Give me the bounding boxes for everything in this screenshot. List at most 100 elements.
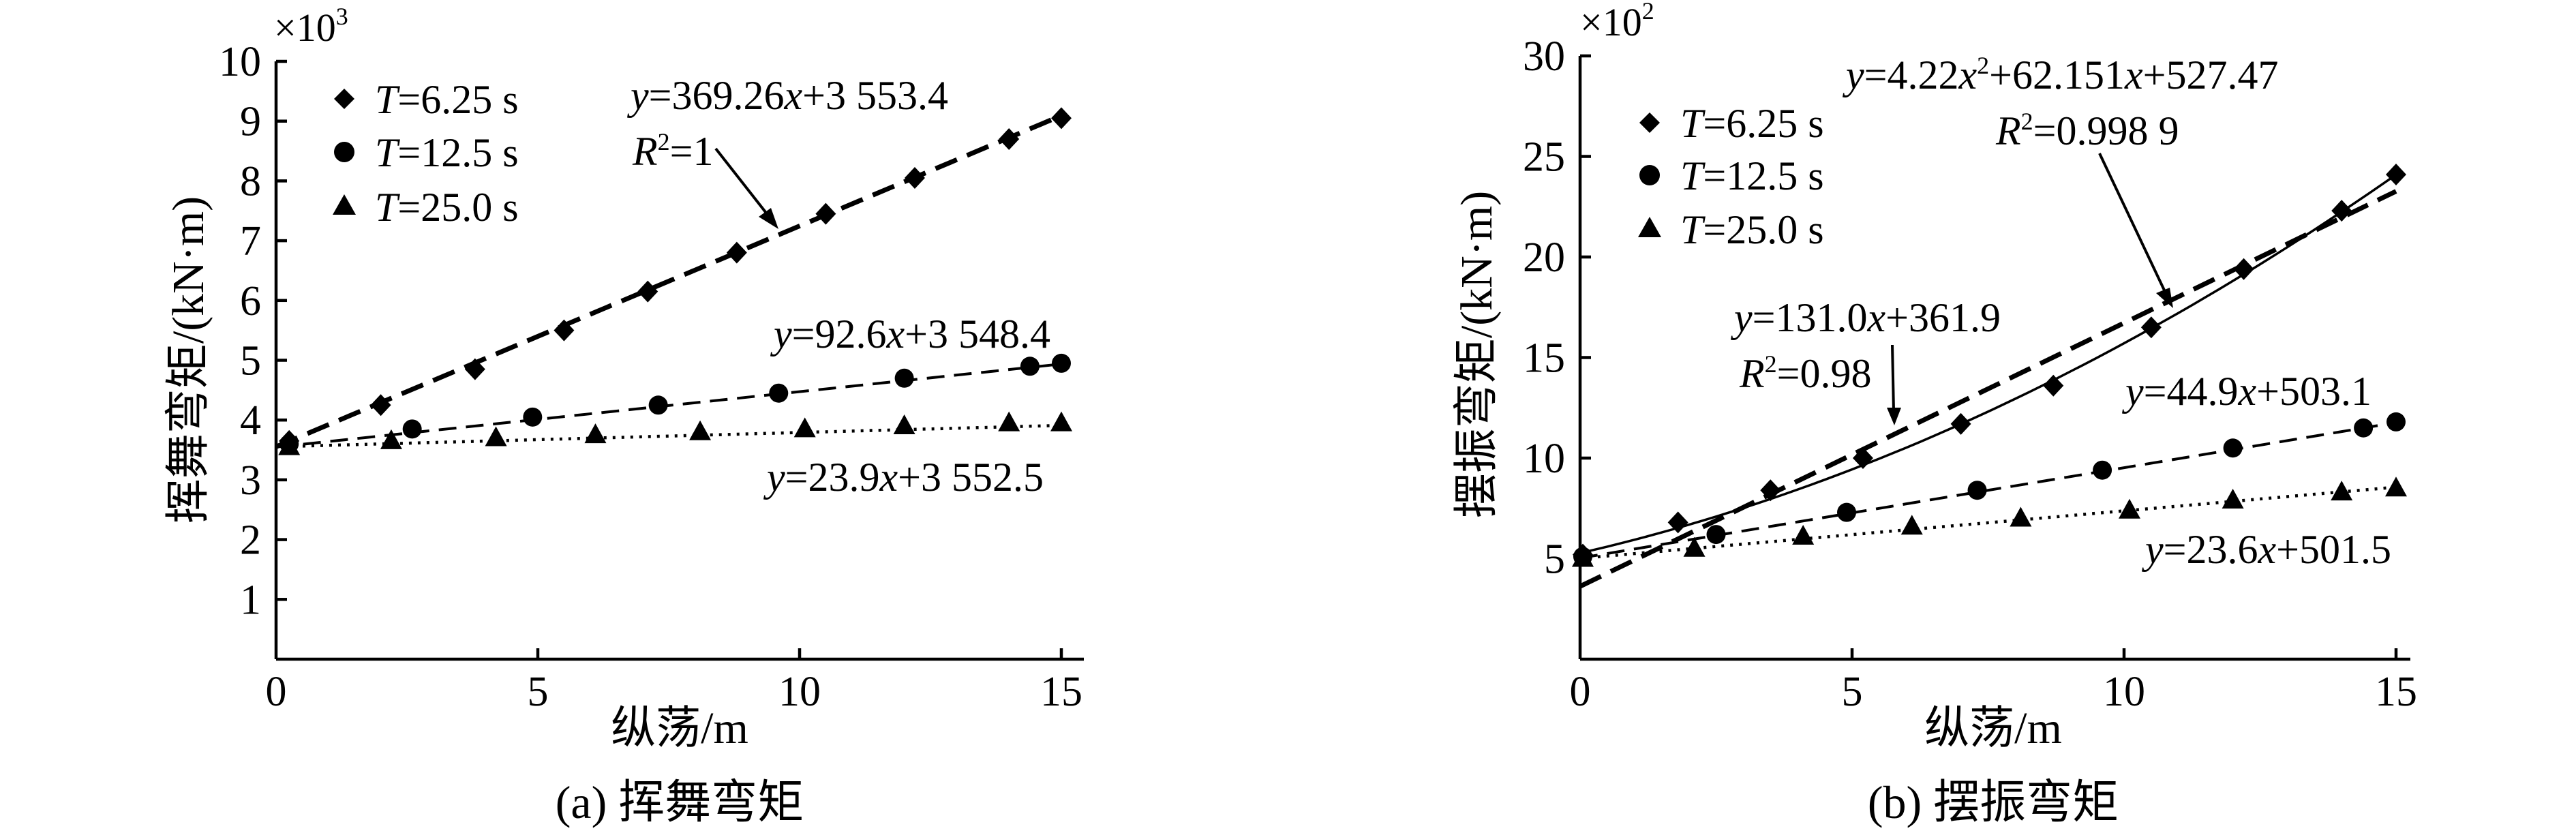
y-axis-label-a: 挥舞弯矩/(kN·m) <box>164 196 213 524</box>
callout-arrowhead-b-0 <box>2156 288 2173 308</box>
data-point-a-0-5 <box>726 241 747 264</box>
data-point-a-1-2 <box>523 407 543 427</box>
data-point-a-0-3 <box>554 319 575 342</box>
equation-b-1: y=131.0x+361.9 <box>1730 295 2001 340</box>
data-point-a-1-5 <box>894 368 914 388</box>
data-point-b-0-2 <box>1760 479 1781 502</box>
data-point-a-1-4 <box>769 383 789 403</box>
legend-label-b-1: T=12.5 s <box>1680 153 1824 198</box>
legend-label-a-0: T=6.25 s <box>375 77 519 122</box>
ticks-b: 0 5 10 15 5 10 15 20 25 30 <box>1523 33 2417 715</box>
x-tick-label-a-3: 15 <box>1040 669 1082 715</box>
x-tick-label-a-1: 5 <box>528 669 549 715</box>
equation-a-1: y=92.6x+3 548.4 <box>770 312 1050 357</box>
y-tick-label-a-9: 10 <box>219 39 261 85</box>
data-point-a-0-9 <box>1051 107 1072 130</box>
data-point-a-2-1 <box>380 429 402 449</box>
y-tick-label-a-5: 6 <box>240 278 261 324</box>
data-point-a-1-3 <box>648 395 668 415</box>
data-point-b-1-1 <box>1706 525 1726 545</box>
x-axis-label-a: 纵荡/m <box>611 703 748 753</box>
data-point-b-2-8 <box>2385 476 2407 497</box>
y-tick-label-b-2: 15 <box>1523 335 1565 382</box>
x-tick-label-b-0: 0 <box>1570 669 1591 715</box>
x-tick-label-a-0: 0 <box>266 669 287 715</box>
data-point-b-0-4 <box>1950 412 1971 435</box>
data-point-a-0-1 <box>370 394 391 416</box>
data-point-a-1-1 <box>402 419 422 439</box>
data-point-a-0-7 <box>904 167 925 190</box>
legend-label-b-2: T=25.0 s <box>1680 207 1824 252</box>
y-tick-label-a-3: 4 <box>240 397 261 444</box>
data-point-b-2-5 <box>2118 498 2140 519</box>
data-point-b-0-5 <box>2043 374 2064 397</box>
data-point-a-0-6 <box>815 202 836 225</box>
data-point-b-2-2 <box>1792 525 1815 545</box>
chart-marks-a <box>275 107 1072 455</box>
y-tick-label-a-8: 9 <box>240 99 261 145</box>
data-point-b-1-7 <box>2386 412 2406 431</box>
y-tick-label-a-6: 7 <box>240 218 261 264</box>
x-tick-label-b-1: 5 <box>1842 669 1863 715</box>
data-point-a-0-2 <box>464 358 485 380</box>
legend-label-a-2: T=25.0 s <box>375 185 519 230</box>
caption-a: (a) 挥舞弯矩 <box>556 776 804 828</box>
y-tick-label-b-0: 5 <box>1544 536 1565 583</box>
data-point-b-0-7 <box>2233 258 2254 280</box>
equation-b-3: y=23.6x+501.5 <box>2141 527 2391 572</box>
y-tick-label-b-4: 25 <box>1523 134 1565 181</box>
r2-a-0: R2=1 <box>632 128 714 174</box>
callout-arrowhead-a <box>759 208 778 229</box>
r2-b-0: R2=0.998 9 <box>1995 108 2179 153</box>
data-point-b-2-4 <box>2010 506 2032 527</box>
y-tick-label-b-3: 20 <box>1523 234 1565 281</box>
data-point-b-1-2 <box>1837 502 1857 522</box>
y-tick-label-b-1: 10 <box>1523 436 1565 482</box>
equation-b-0: y=4.22x2+62.151x+527.47 <box>1842 52 2278 97</box>
y-tick-label-a-2: 3 <box>240 457 261 504</box>
equation-b-2: y=44.9x+503.1 <box>2121 369 2372 414</box>
x-tick-label-b-2: 10 <box>2103 669 2145 715</box>
data-point-a-2-6 <box>893 414 915 434</box>
legend-marker-triangle-b <box>1638 217 1661 237</box>
legend-marker-diamond-a <box>334 89 354 109</box>
data-point-b-0-3 <box>1852 447 1873 469</box>
legend-marker-diamond-b <box>1639 112 1660 133</box>
x-axis-label-b: 纵荡/m <box>1924 703 2062 753</box>
data-point-b-0-6 <box>2140 316 2162 339</box>
equation-a-2: y=23.9x+3 552.5 <box>763 455 1044 500</box>
data-point-b-0-1 <box>1667 511 1688 534</box>
data-point-b-0-9 <box>2386 164 2406 186</box>
equation-a-0: y=369.26x+3 553.4 <box>626 73 948 118</box>
fit-line-b-0 <box>1579 173 2397 555</box>
chart-marks-b <box>1571 164 2407 589</box>
data-point-a-2-0 <box>278 435 301 455</box>
data-point-a-0-8 <box>999 128 1020 151</box>
data-point-b-0-8 <box>2331 200 2352 222</box>
y-tick-label-a-1: 2 <box>240 517 261 564</box>
y-tick-label-a-7: 8 <box>240 158 261 205</box>
fit-line-b-1 <box>1579 189 2397 589</box>
caption-b: (b) 摆振弯矩 <box>1868 776 2119 828</box>
data-point-b-2-3 <box>1900 515 1923 535</box>
callout-arrow-b-0 <box>2098 153 2168 295</box>
data-point-b-1-3 <box>1967 481 1987 500</box>
fit-line-b-3 <box>1579 485 2397 560</box>
y-multiplier-a: ×103 <box>274 3 348 50</box>
data-point-a-2-5 <box>793 417 816 438</box>
fit-line-a-1 <box>275 363 1062 449</box>
legend-label-a-1: T=12.5 s <box>375 130 519 175</box>
x-tick-label-b-3: 15 <box>2375 669 2417 715</box>
legend-b: T=6.25 s T=12.5 s T=25.0 s <box>1638 101 1824 252</box>
legend-marker-circle-a <box>334 142 354 162</box>
data-point-a-2-4 <box>689 420 712 440</box>
y-tick-label-a-0: 1 <box>240 577 261 623</box>
data-point-b-1-5 <box>2223 438 2243 458</box>
y-axis-label-b: 摆振弯矩/(kN·m) <box>1452 191 1502 518</box>
data-point-b-2-0 <box>1571 547 1594 567</box>
data-point-b-2-7 <box>2331 481 2353 501</box>
x-tick-label-a-2: 10 <box>778 669 821 715</box>
y-multiplier-b: ×102 <box>1580 0 1654 44</box>
